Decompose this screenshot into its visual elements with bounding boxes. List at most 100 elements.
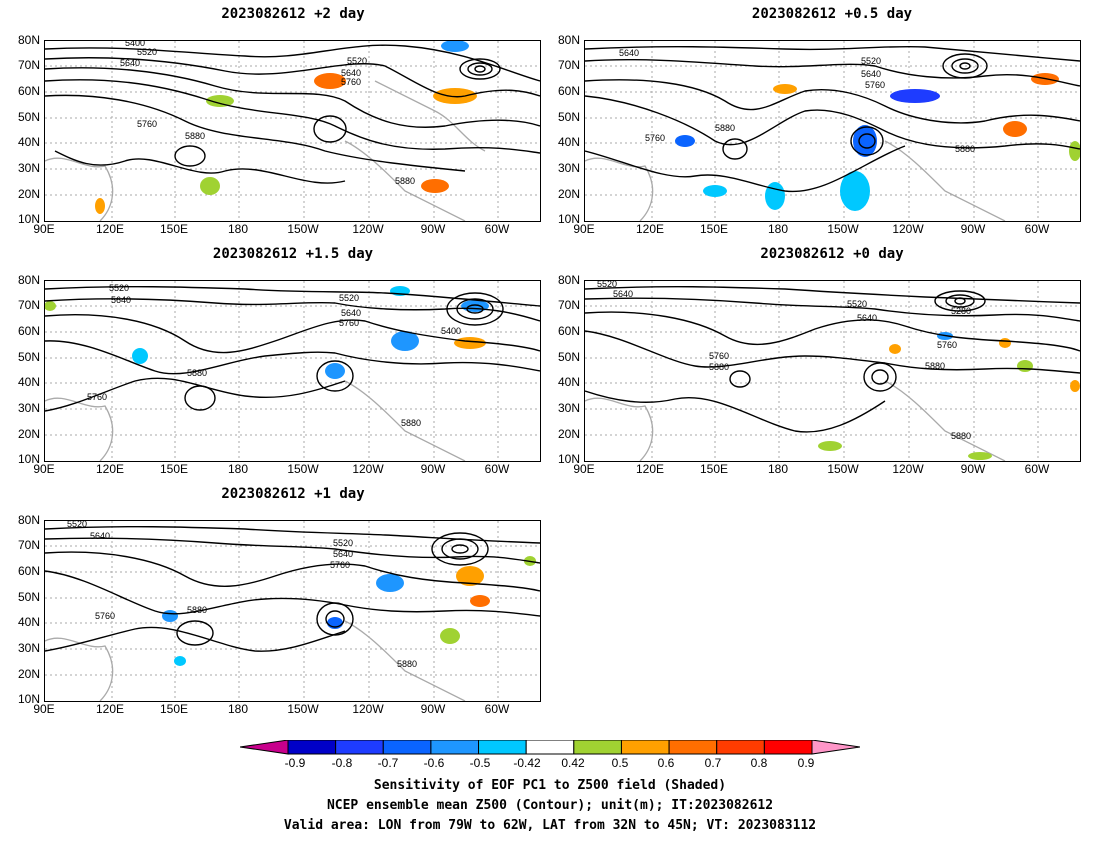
colorbar-tick: -0.7	[377, 756, 399, 770]
contour-label: 5640	[613, 289, 633, 299]
lon-label: 150E	[159, 222, 189, 236]
map-plot: 5400 5520 5640 5520 5640 5760 5760 5880 …	[44, 40, 541, 222]
lon-label: 150W	[287, 702, 319, 716]
lat-label: 60N	[557, 84, 580, 98]
caption-line-3: Valid area: LON from 79W to 62W, LAT fro…	[283, 818, 817, 833]
map-svg: 5520 5640 5520 5640 5280 5760 5880 5760 …	[585, 281, 1080, 461]
contour-label: 5640	[90, 531, 110, 541]
lat-label: 80N	[17, 33, 40, 47]
map-svg: 5400 5520 5640 5520 5640 5760 5760 5880 …	[45, 41, 540, 221]
lon-label: 150E	[699, 462, 729, 476]
lat-label: 60N	[17, 324, 40, 338]
contour-label: 5760	[937, 340, 957, 350]
colorbar-swatches	[239, 739, 861, 755]
lat-label: 80N	[557, 33, 580, 47]
lat-label: 70N	[17, 538, 40, 552]
lat-label: 40N	[17, 135, 40, 149]
lat-label: 30N	[17, 401, 40, 415]
lat-label: 50N	[17, 590, 40, 604]
lat-label: 30N	[17, 161, 40, 175]
lon-label: 90W	[960, 462, 986, 476]
caption-line-1: Sensitivity of EOF PC1 to Z500 field (Sh…	[373, 778, 727, 793]
lat-label: 50N	[557, 350, 580, 364]
lon-label: 120E	[95, 702, 125, 716]
lon-label: 150W	[287, 222, 319, 236]
lat-label: 40N	[17, 375, 40, 389]
lat-label: 20N	[17, 667, 40, 681]
lon-label: 120W	[352, 702, 384, 716]
contour-label: 5760	[341, 77, 361, 87]
contour-label: 5760	[95, 611, 115, 621]
panel-title: 2023082612 +2 day	[221, 6, 365, 22]
contour-label: 5880	[709, 362, 729, 372]
contour-label: 5880	[951, 431, 971, 441]
lat-label: 70N	[17, 58, 40, 72]
lat-label: 60N	[557, 324, 580, 338]
map-svg: 5520 5640 5520 5640 5760 5400 5880 5760 …	[45, 281, 540, 461]
colorbar-tick: 0.42	[561, 756, 585, 770]
colorbar-tick: 0.9	[797, 756, 815, 770]
lon-label: 90W	[420, 462, 446, 476]
lon-label: 60W	[1024, 462, 1050, 476]
panel-title: 2023082612 +0 day	[760, 246, 904, 262]
lat-label: 30N	[557, 401, 580, 415]
lat-label: 70N	[557, 298, 580, 312]
lon-label: 60W	[484, 462, 510, 476]
contour-label: 5520	[847, 299, 867, 309]
colorbar-swatch	[478, 739, 527, 755]
lat-label: 80N	[557, 273, 580, 287]
lat-label: 70N	[17, 298, 40, 312]
lat-label: 60N	[17, 84, 40, 98]
colorbar-swatch	[335, 739, 384, 755]
colorbar-swatch	[573, 739, 622, 755]
lon-label: 120E	[95, 462, 125, 476]
contour-label: 5880	[955, 144, 975, 154]
lat-label: 10N	[557, 212, 580, 226]
contour-label: 5880	[395, 176, 415, 186]
contour-label: 5880	[187, 368, 207, 378]
lon-label: 180	[227, 702, 249, 716]
lat-label: 40N	[557, 135, 580, 149]
lon-label: 90E	[33, 462, 55, 476]
lat-label: 20N	[557, 187, 580, 201]
colorbar-swatch	[382, 739, 432, 755]
contour-label: 5520	[109, 283, 129, 293]
lon-label: 120E	[635, 222, 665, 236]
contour-label: 5520	[861, 56, 881, 66]
contour-label: 5760	[87, 392, 107, 402]
colorbar-low-arrow	[239, 739, 289, 755]
contour-label: 5520	[67, 521, 87, 529]
lat-label: 10N	[17, 692, 40, 706]
contour-label: 5520	[339, 293, 359, 303]
lon-label: 120W	[352, 222, 384, 236]
contour-label: 5760	[137, 119, 157, 129]
lat-label: 70N	[557, 58, 580, 72]
colorbar-tick: 0.6	[657, 756, 675, 770]
map-plot: 5520 5640 5520 5640 5280 5760 5880 5760 …	[584, 280, 1081, 462]
colorbar-swatch	[620, 739, 670, 755]
lat-label: 40N	[557, 375, 580, 389]
map-svg: 5640 5520 5640 5760 5760 5880 5880	[585, 41, 1080, 221]
contour-label: 5640	[341, 68, 361, 78]
contour-label: 5400	[441, 326, 461, 336]
contour-label: 5880	[925, 361, 945, 371]
lon-label: 150E	[159, 702, 189, 716]
contour-label: 5880	[185, 131, 205, 141]
lat-label: 50N	[17, 350, 40, 364]
colorbar-tick: -0.9	[284, 756, 306, 770]
colorbar-high-arrow	[811, 739, 861, 755]
lon-label: 120W	[892, 222, 924, 236]
lat-label: 20N	[17, 187, 40, 201]
colorbar-swatch	[716, 739, 765, 755]
colorbar-swatch	[668, 739, 718, 755]
contour-label: 5880	[397, 659, 417, 669]
colorbar-swatch	[287, 739, 337, 755]
lat-label: 30N	[17, 641, 40, 655]
lon-label: 150E	[699, 222, 729, 236]
panel-title: 2023082612 +1.5 day	[212, 246, 374, 262]
contour-label: 5640	[333, 549, 353, 559]
lon-label: 60W	[1024, 222, 1050, 236]
colorbar-swatch	[525, 739, 575, 755]
contour-label: 5640	[341, 308, 361, 318]
lon-label: 180	[767, 462, 789, 476]
